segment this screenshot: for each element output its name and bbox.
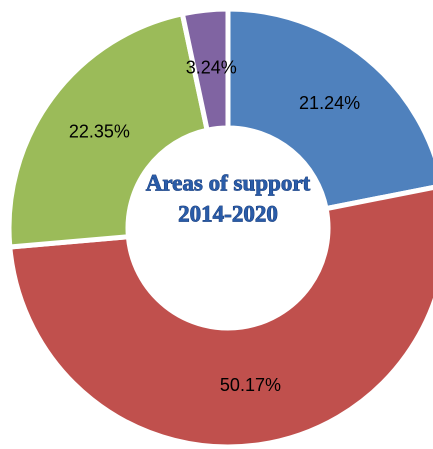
labels: 21.24% 50.17% 22.35% 3.24%: [69, 58, 360, 396]
value-label: 50.17%: [220, 375, 281, 395]
slices: [6, 6, 433, 449]
slice: [7, 184, 433, 449]
chart-title: 2014-2020: [178, 201, 278, 226]
slice: [179, 6, 231, 134]
value-label: 3.24%: [186, 58, 237, 78]
slice: [225, 6, 433, 212]
slice: [6, 10, 211, 250]
value-label: 22.35%: [69, 122, 130, 142]
value-label: 21.24%: [299, 93, 360, 113]
chart-title: Areas of support: [146, 170, 311, 195]
